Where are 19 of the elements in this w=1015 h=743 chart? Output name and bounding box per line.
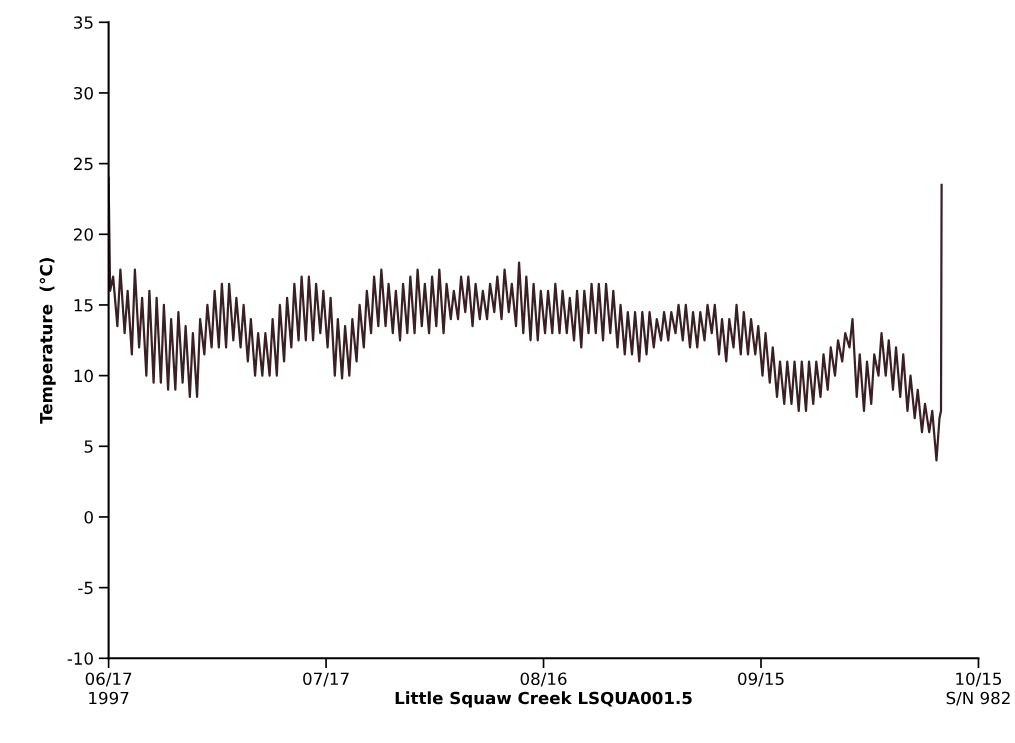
y-tick-label: 25 [74, 157, 93, 171]
y-tick-label: 35 [74, 16, 93, 29]
y-tick-label: 15 [74, 299, 93, 312]
text: 1997 [89, 691, 129, 705]
y-tick-label: 0 [84, 510, 93, 524]
x-axis-title: Little Squaw Creek LSQUA001.5 [395, 691, 692, 708]
y-tick-label: 20 [74, 228, 93, 241]
x-tick-label: 10/15 [956, 672, 1002, 687]
x-tick-label: 07/17 [303, 672, 349, 687]
y-tick-label: -5 [78, 581, 93, 595]
y-tick-label: 10 [74, 369, 93, 383]
y-tick-label: 5 [84, 440, 93, 453]
x-tick-label: 09/15 [738, 672, 784, 687]
y-axis-title: Temperature (°C) [39, 258, 56, 424]
y-tick-label: 30 [74, 86, 93, 100]
x-tick-label: 08/16 [520, 672, 567, 687]
text: S/N 982 [946, 691, 1010, 706]
x-tick-label: 06/17 [85, 672, 132, 687]
y-tick-label: -10 [67, 652, 93, 665]
